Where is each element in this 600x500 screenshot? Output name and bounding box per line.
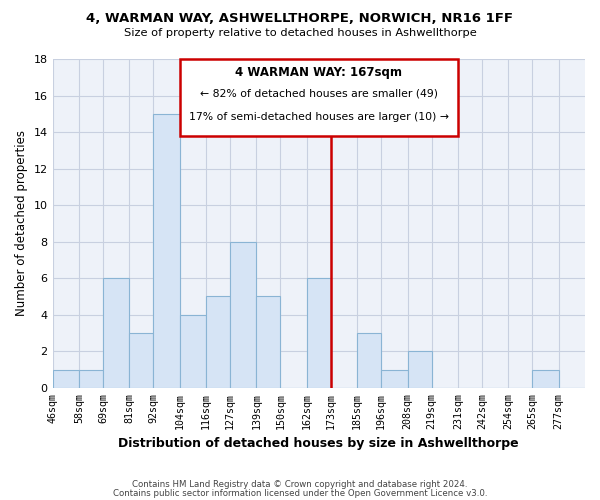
- Bar: [129, 333, 154, 388]
- Bar: [154, 114, 179, 388]
- Bar: [79, 370, 103, 388]
- Bar: [381, 370, 407, 388]
- Bar: [532, 370, 559, 388]
- Bar: [179, 314, 206, 388]
- Text: ← 82% of detached houses are smaller (49): ← 82% of detached houses are smaller (49…: [200, 88, 438, 99]
- Bar: [206, 296, 230, 388]
- Text: 4, WARMAN WAY, ASHWELLTHORPE, NORWICH, NR16 1FF: 4, WARMAN WAY, ASHWELLTHORPE, NORWICH, N…: [86, 12, 514, 26]
- Text: 4 WARMAN WAY: 167sqm: 4 WARMAN WAY: 167sqm: [235, 66, 402, 79]
- Bar: [256, 296, 280, 388]
- Bar: [53, 370, 79, 388]
- Bar: [307, 278, 331, 388]
- Bar: [103, 278, 129, 388]
- Bar: [230, 242, 256, 388]
- Text: Contains HM Land Registry data © Crown copyright and database right 2024.: Contains HM Land Registry data © Crown c…: [132, 480, 468, 489]
- Bar: [407, 352, 431, 388]
- X-axis label: Distribution of detached houses by size in Ashwellthorpe: Distribution of detached houses by size …: [118, 437, 519, 450]
- Text: Size of property relative to detached houses in Ashwellthorpe: Size of property relative to detached ho…: [124, 28, 476, 38]
- Bar: [357, 333, 381, 388]
- Y-axis label: Number of detached properties: Number of detached properties: [15, 130, 28, 316]
- FancyBboxPatch shape: [179, 59, 458, 136]
- Text: Contains public sector information licensed under the Open Government Licence v3: Contains public sector information licen…: [113, 488, 487, 498]
- Text: 17% of semi-detached houses are larger (10) →: 17% of semi-detached houses are larger (…: [189, 112, 449, 122]
